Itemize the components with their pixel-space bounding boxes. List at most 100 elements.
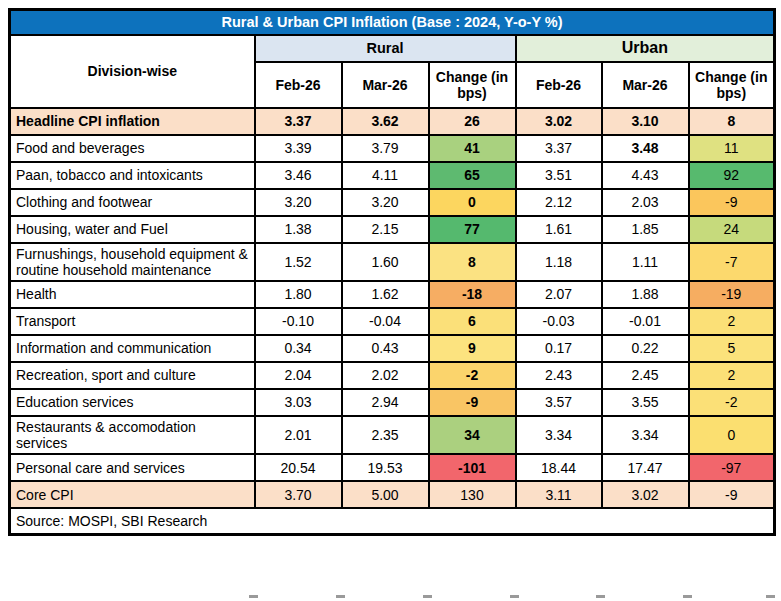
division-label: Furnushings, household equipment & routi… <box>10 243 255 281</box>
cell-urban-feb: 2.07 <box>516 281 602 308</box>
cell-urban-mar: 3.02 <box>602 481 689 508</box>
cell-urban-feb: 3.11 <box>516 481 602 508</box>
cell-rural-mar: 2.02 <box>342 362 429 389</box>
cell-rural-mar: 3.62 <box>342 108 429 135</box>
cell-urban-change: 2 <box>689 362 775 389</box>
gridline-artifact <box>683 595 692 598</box>
urban-feb-header: Feb-26 <box>516 62 602 108</box>
cell-urban-feb: 3.34 <box>516 416 602 454</box>
division-label: Restaurants & accomodation services <box>10 416 255 454</box>
table-row: Transport-0.10-0.046-0.03-0.012 <box>10 308 775 335</box>
table-row: Food and beverages3.393.79413.373.4811 <box>10 135 775 162</box>
cell-rural-feb: 2.01 <box>255 416 342 454</box>
division-label: Housing, water and Fuel <box>10 216 255 243</box>
cell-urban-feb: 1.61 <box>516 216 602 243</box>
urban-group-header: Urban <box>516 35 775 62</box>
cell-rural-feb: -0.10 <box>255 308 342 335</box>
cell-urban-feb: -0.03 <box>516 308 602 335</box>
cell-rural-mar: 19.53 <box>342 454 429 481</box>
cell-rural-change: -9 <box>429 389 516 416</box>
division-label: Clothing and footwear <box>10 189 255 216</box>
cell-rural-change: 130 <box>429 481 516 508</box>
cell-rural-mar: 2.15 <box>342 216 429 243</box>
division-label: Headline CPI inflation <box>10 108 255 135</box>
cell-urban-change: -9 <box>689 481 775 508</box>
table-title: Rural & Urban CPI Inflation (Base : 2024… <box>10 10 775 35</box>
division-label: Health <box>10 281 255 308</box>
cell-rural-mar: 2.35 <box>342 416 429 454</box>
cell-rural-change: 9 <box>429 335 516 362</box>
rural-mar-header: Mar-26 <box>342 62 429 108</box>
cell-urban-feb: 1.18 <box>516 243 602 281</box>
cell-rural-feb: 0.34 <box>255 335 342 362</box>
cell-urban-change: -97 <box>689 454 775 481</box>
cell-rural-mar: 3.79 <box>342 135 429 162</box>
table-row: Clothing and footwear3.203.2002.122.03-9 <box>10 189 775 216</box>
cell-rural-change: 8 <box>429 243 516 281</box>
cell-urban-change: -7 <box>689 243 775 281</box>
cell-rural-mar: 0.43 <box>342 335 429 362</box>
cell-rural-change: 26 <box>429 108 516 135</box>
table-row: Core CPI3.705.001303.113.02-9 <box>10 481 775 508</box>
cell-rural-mar: 1.62 <box>342 281 429 308</box>
cell-rural-feb: 3.39 <box>255 135 342 162</box>
cell-rural-change: 0 <box>429 189 516 216</box>
cpi-inflation-table: Rural & Urban CPI Inflation (Base : 2024… <box>8 8 776 536</box>
table-row: Information and communication0.340.4390.… <box>10 335 775 362</box>
cell-urban-feb: 3.51 <box>516 162 602 189</box>
cell-urban-change: 92 <box>689 162 775 189</box>
cell-rural-mar: -0.04 <box>342 308 429 335</box>
source-row: Source: MOSPI, SBI Research <box>10 508 775 534</box>
cell-urban-mar: 3.34 <box>602 416 689 454</box>
cell-rural-change: 77 <box>429 216 516 243</box>
cell-rural-change: 34 <box>429 416 516 454</box>
rural-feb-header: Feb-26 <box>255 62 342 108</box>
cell-urban-mar: 2.45 <box>602 362 689 389</box>
urban-change-header: Change (in bps) <box>689 62 775 108</box>
cell-rural-feb: 3.46 <box>255 162 342 189</box>
cell-urban-change: -2 <box>689 389 775 416</box>
cell-rural-feb: 3.37 <box>255 108 342 135</box>
gridline-artifact <box>336 595 345 598</box>
division-label: Information and communication <box>10 335 255 362</box>
cell-urban-change: 8 <box>689 108 775 135</box>
table-row: Restaurants & accomodation services2.012… <box>10 416 775 454</box>
cell-urban-change: 0 <box>689 416 775 454</box>
group-header-row: Division-wise Rural Urban <box>10 35 775 62</box>
cell-rural-change: 65 <box>429 162 516 189</box>
cell-urban-mar: 1.11 <box>602 243 689 281</box>
cell-rural-feb: 3.03 <box>255 389 342 416</box>
gridline-artifact <box>596 595 605 598</box>
urban-mar-header: Mar-26 <box>602 62 689 108</box>
cell-urban-feb: 2.12 <box>516 189 602 216</box>
cell-rural-mar: 5.00 <box>342 481 429 508</box>
source-note: Source: MOSPI, SBI Research <box>10 508 775 534</box>
cell-urban-mar: 1.88 <box>602 281 689 308</box>
division-label: Food and beverages <box>10 135 255 162</box>
cell-urban-change: 5 <box>689 335 775 362</box>
table-row: Housing, water and Fuel1.382.15771.611.8… <box>10 216 775 243</box>
cell-urban-change: 24 <box>689 216 775 243</box>
table-row: Paan, tobacco and intoxicants3.464.11653… <box>10 162 775 189</box>
cpi-inflation-table-container: Rural & Urban CPI Inflation (Base : 2024… <box>8 8 773 536</box>
cell-urban-mar: 3.55 <box>602 389 689 416</box>
cell-rural-mar: 3.20 <box>342 189 429 216</box>
table-row: Headline CPI inflation3.373.62263.023.10… <box>10 108 775 135</box>
rural-change-header: Change (in bps) <box>429 62 516 108</box>
cell-rural-feb: 20.54 <box>255 454 342 481</box>
cell-urban-mar: 1.85 <box>602 216 689 243</box>
cell-rural-change: -2 <box>429 362 516 389</box>
cell-urban-change: 2 <box>689 308 775 335</box>
title-row: Rural & Urban CPI Inflation (Base : 2024… <box>10 10 775 35</box>
division-label: Transport <box>10 308 255 335</box>
cell-rural-change: 41 <box>429 135 516 162</box>
cell-rural-change: -18 <box>429 281 516 308</box>
cell-urban-feb: 2.43 <box>516 362 602 389</box>
cell-rural-feb: 2.04 <box>255 362 342 389</box>
table-row: Personal care and services20.5419.53-101… <box>10 454 775 481</box>
cell-urban-feb: 3.37 <box>516 135 602 162</box>
cell-urban-feb: 0.17 <box>516 335 602 362</box>
rural-group-header: Rural <box>255 35 516 62</box>
cell-rural-change: -101 <box>429 454 516 481</box>
cell-urban-mar: 3.48 <box>602 135 689 162</box>
